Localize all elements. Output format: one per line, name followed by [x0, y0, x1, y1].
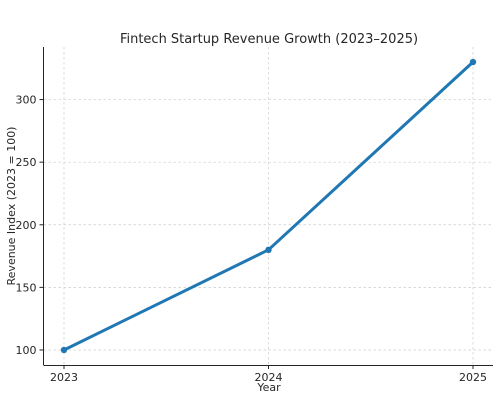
data-point — [265, 246, 272, 254]
grid — [43, 47, 493, 365]
x-ticks: 2023 2024 2025 — [50, 365, 487, 384]
y-tick-label: 200 — [16, 219, 37, 232]
x-tick-label: 2023 — [50, 371, 78, 384]
x-axis-label: Year — [256, 381, 281, 394]
x-tick-label: 2025 — [459, 371, 487, 384]
y-axis-label: Revenue Index (2023 = 100) — [5, 127, 18, 286]
y-tick-label: 150 — [16, 281, 37, 294]
y-tick-label: 250 — [16, 156, 37, 169]
data-point — [60, 346, 68, 354]
data-point — [469, 58, 477, 66]
series-line — [62, 60, 475, 352]
chart-title: Fintech Startup Revenue Growth (2023–202… — [120, 32, 418, 47]
y-tick-label: 100 — [16, 344, 37, 357]
x-tick-label: 2024 — [255, 371, 283, 384]
y-tick-label: 300 — [16, 94, 37, 107]
y-ticks: 100 150 200 250 300 — [16, 94, 44, 357]
series-revenue — [60, 58, 477, 354]
